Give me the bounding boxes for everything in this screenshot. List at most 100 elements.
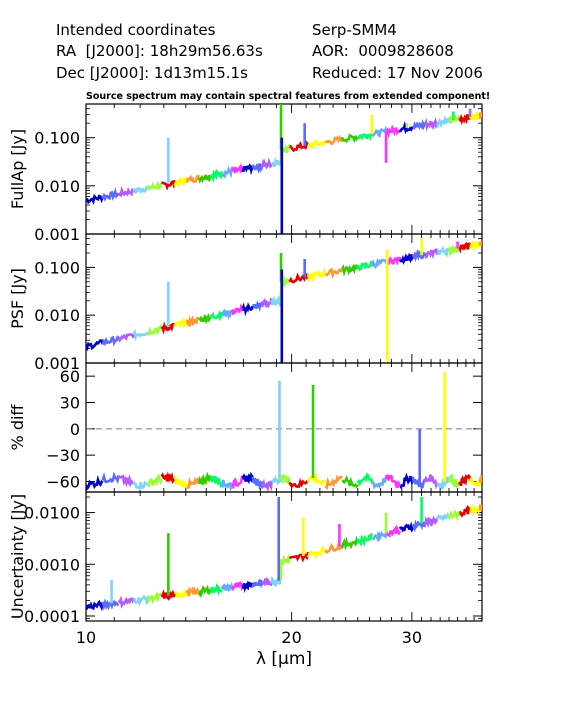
spectrum-segment-fullap (173, 176, 189, 189)
header-aor: AOR: 0009828608 (312, 42, 454, 60)
spectrum-segment-psf (371, 257, 388, 270)
spectrum-segment-uncertainty (231, 581, 244, 592)
spectrum-segment-uncertainty (117, 595, 135, 609)
spectrum-segment-psf (209, 309, 223, 322)
spectrum-segment-uncertainty (261, 576, 273, 587)
spectrum-segment-psf (132, 328, 149, 342)
spectrum-segment-uncertainty (371, 530, 388, 543)
panel-frame-uncertainty (85, 491, 483, 622)
spectrum-segment-pctdiff (132, 480, 149, 491)
spectrum-segment-uncertainty (241, 580, 254, 594)
spectrum-segment-psf (340, 263, 359, 277)
spectrum-segment-fullap (209, 168, 223, 184)
y-tick-label-uncertainty: 0.0001 (24, 607, 80, 626)
spectrum-segment-uncertainty (173, 589, 189, 600)
spectrum-segment-pctdiff (251, 476, 264, 491)
spectrum-segment-uncertainty (220, 581, 234, 593)
y-axis-label-psf: PSF [Jy] (8, 268, 27, 329)
spectrum-segment-uncertainty (146, 590, 163, 605)
header-dec: Dec [J2000]: 1d13m15.1s (56, 64, 248, 82)
x-tick-label: 20 (281, 628, 301, 647)
spectrum-segment-fullap (307, 139, 327, 150)
spectrum-segment-pctdiff (447, 472, 461, 489)
x-tick-label: 30 (402, 628, 422, 647)
y-tick-label-pctdiff: 60 (60, 367, 80, 386)
spectrum-segment-fullap (324, 134, 344, 146)
spectrum-segment-fullap (458, 113, 472, 126)
y-tick-label-uncertainty: 0.0100 (24, 504, 80, 523)
spectrum-segment-fullap (221, 165, 234, 180)
spectrum-segment-psf (324, 267, 344, 280)
spectrum-segment-psf (398, 252, 415, 265)
spectrum-segment-pctdiff (458, 473, 472, 487)
spectrum-segment-pctdiff (271, 474, 282, 486)
spectrum-segment-fullap (132, 186, 149, 195)
y-tick-label-fullap: 0.001 (34, 225, 80, 244)
spectrum-segment-pctdiff (385, 474, 402, 489)
spectrum-segment-fullap (385, 124, 402, 139)
y-tick-label-uncertainty: 0.0010 (24, 555, 80, 574)
spectrum-segment-psf (306, 266, 327, 283)
spectrum-segment-psf (241, 302, 254, 317)
y-axis-label-uncertainty: Uncertainty [Jy] (8, 494, 27, 619)
x-axis-label: λ [μm] (256, 649, 312, 669)
y-tick-label-pctdiff: −60 (46, 472, 80, 491)
spectrum-segment-uncertainty (324, 540, 344, 554)
spectrum-segment-psf (117, 333, 135, 343)
y-tick-label-psf: 0.010 (34, 306, 80, 325)
spectrum-segment-uncertainty (160, 589, 176, 601)
spectrum-segment-psf (458, 241, 471, 254)
spectrum-segment-fullap (340, 133, 359, 144)
spectrum-segment-pctdiff (468, 477, 482, 488)
spectrum-segment-pctdiff (280, 474, 291, 485)
spectrum-segment-uncertainty (209, 582, 223, 597)
y-axis-label-fullap: FullAp [Jy] (8, 129, 27, 209)
spectrum-segment-pctdiff (160, 471, 176, 485)
spectrum-segment-uncertainty (340, 535, 359, 551)
spectrum-segment-fullap (101, 187, 120, 202)
spectrum-segment-uncertainty (356, 532, 373, 548)
spectrum-segment-psf (261, 296, 273, 309)
spectrum-segment-psf (160, 321, 176, 335)
spectrum-segment-psf (447, 243, 461, 258)
y-axis-label-pctdiff: % diff (8, 404, 27, 451)
spectrum-segment-fullap (412, 119, 427, 131)
spectrum-segment-psf (385, 253, 402, 267)
spectrum-segment-fullap (161, 179, 176, 191)
spectrum-segment-pctdiff (436, 474, 450, 492)
spectrum-segment-fullap (435, 115, 450, 129)
header-intended-coordinates: Intended coordinates (56, 21, 216, 39)
spectrum-segment-fullap (357, 129, 374, 142)
spectrum-segment-pctdiff (117, 474, 135, 488)
spectrum-segment-pctdiff (261, 478, 273, 492)
header-target-name: Serp-SMM4 (312, 21, 397, 39)
y-tick-label-fullap: 0.010 (34, 177, 80, 196)
spectrum-segment-fullap (117, 185, 135, 198)
spectrum-segment-uncertainty (385, 524, 402, 538)
spectrum-segment-uncertainty (251, 578, 264, 589)
y-tick-label-pctdiff: 30 (60, 393, 80, 412)
spectrum-segment-psf (198, 312, 212, 325)
spectrum-segment-uncertainty (398, 521, 414, 533)
spectrum-segment-pctdiff (356, 472, 374, 487)
spectrum-segment-uncertainty (411, 519, 427, 533)
spectrum-segment-fullap (231, 162, 244, 175)
spectrum-segment-fullap (251, 163, 264, 174)
spectrum-segment-fullap (423, 117, 439, 132)
spectrum-segment-pctdiff (479, 473, 482, 483)
spectrum-segment-pctdiff (306, 472, 327, 486)
extended-component-warning: Source spectrum may contain spectral fea… (86, 91, 491, 102)
spectrum-segment-psf (436, 245, 450, 258)
y-tick-label-psf: 0.001 (34, 354, 80, 373)
spectrum-segment-psf (411, 248, 427, 262)
spectrum-segment-fullap (468, 111, 482, 122)
spectrum-segment-pctdiff (399, 472, 415, 489)
spectrum-segment-pctdiff (411, 476, 427, 490)
y-tick-label-pctdiff: 0 (70, 420, 80, 439)
spectrum-segment-uncertainty (279, 553, 291, 581)
spectrum-segment-pctdiff (371, 475, 388, 490)
header-ra: RA [J2000]: 18h29m56.63s (56, 42, 263, 60)
y-tick-label-psf: 0.100 (34, 258, 80, 277)
spectrum-segment-psf (469, 240, 482, 252)
